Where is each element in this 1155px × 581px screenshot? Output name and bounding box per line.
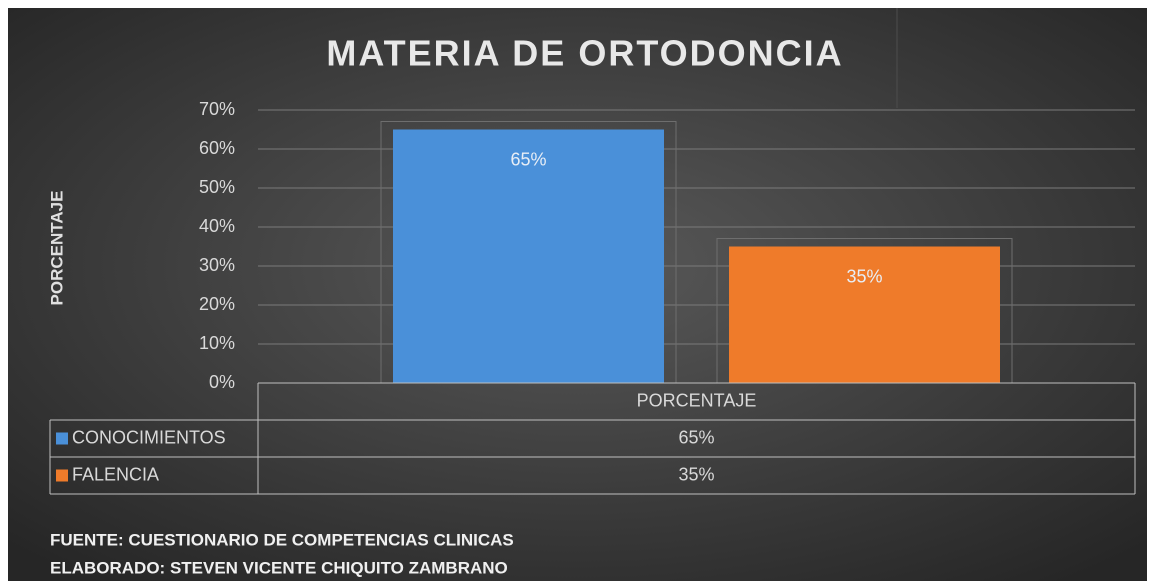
legend-key [56,432,68,445]
chart-title: MATERIA DE ORTODONCIA [326,33,843,74]
y-tick-label: 30% [199,255,235,275]
table-cell: 65% [678,427,714,447]
footnote: FUENTE: CUESTIONARIO DE COMPETENCIAS CLI… [50,530,514,549]
footnote: ELABORADO: STEVEN VICENTE CHIQUITO ZAMBR… [50,558,508,577]
y-tick-label: 10% [199,333,235,353]
legend-label: CONOCIMIENTOS [72,427,226,447]
legend-key [56,469,68,482]
y-tick-label: 50% [199,177,235,197]
table-cell: 35% [678,464,714,484]
y-tick-label: 20% [199,294,235,314]
y-tick-label: 0% [209,372,235,392]
y-tick-label: 40% [199,216,235,236]
legend-label: FALENCIA [72,464,159,484]
y-tick-label: 70% [199,99,235,119]
x-tick-label: PORCENTAJE [637,390,757,410]
y-tick-label: 60% [199,138,235,158]
data-label: 35% [846,266,882,286]
data-label: 65% [510,149,546,169]
y-axis-label: PORCENTAJE [47,191,66,306]
bar [729,246,1000,383]
bar [393,129,664,383]
